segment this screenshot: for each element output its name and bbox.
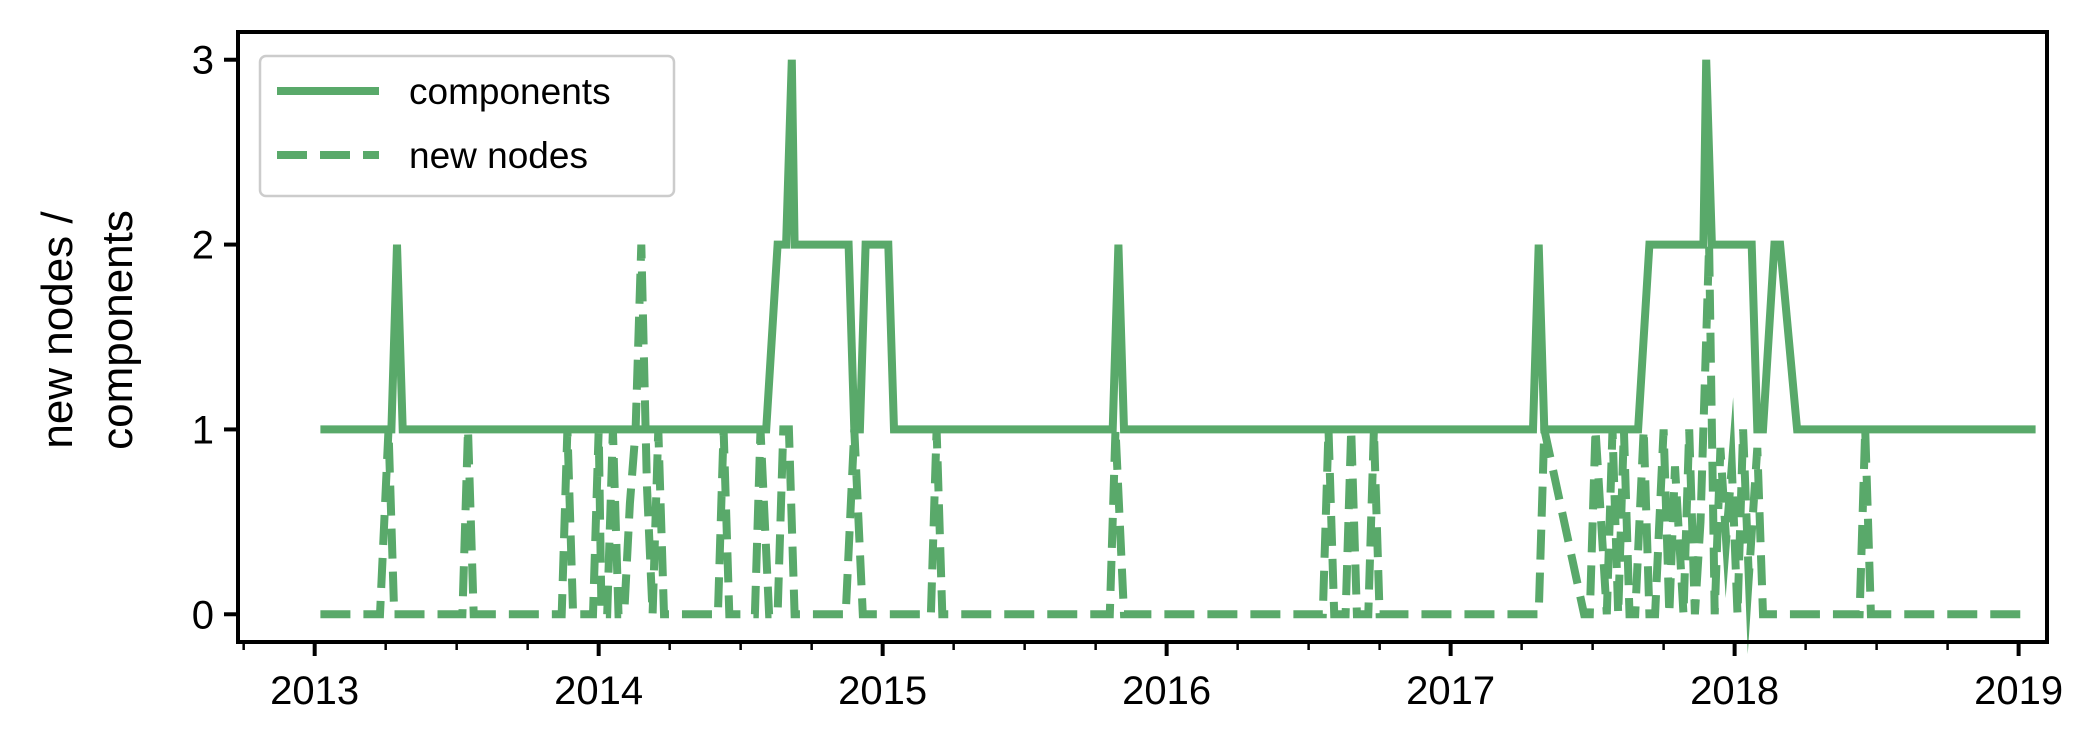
series-line-components bbox=[320, 59, 2036, 434]
plot-area: 2013 2014 2015 2016 2017 2018 2019 0 1 2 3 bbox=[192, 30, 2063, 713]
x-tick-label-2015: 2015 bbox=[838, 669, 927, 713]
series-line-new-nodes bbox=[320, 244, 2028, 655]
legend-label-new-nodes: new nodes bbox=[409, 135, 588, 176]
y-axis-label-line-1: new nodes / bbox=[33, 211, 82, 449]
x-tick-label-2017: 2017 bbox=[1406, 669, 1495, 713]
y-tick-label-1: 1 bbox=[192, 408, 214, 452]
series-layer bbox=[320, 59, 2036, 655]
x-tick-label-2016: 2016 bbox=[1122, 669, 1211, 713]
x-tick-label-2013: 2013 bbox=[270, 669, 359, 713]
tick-layer: 2013 2014 2015 2016 2017 2018 2019 0 1 2 3 bbox=[192, 39, 2063, 713]
axes-frame bbox=[236, 30, 2049, 644]
x-tick-label-2014: 2014 bbox=[554, 669, 643, 713]
y-tick-label-0: 0 bbox=[192, 593, 214, 637]
x-tick-label-2018: 2018 bbox=[1690, 669, 1779, 713]
y-axis-label: new nodes / components bbox=[33, 210, 142, 450]
legend-label-components: components bbox=[409, 71, 611, 112]
legend: components new nodes bbox=[258, 54, 676, 198]
x-tick-label-2019: 2019 bbox=[1974, 669, 2063, 713]
y-tick-label-2: 2 bbox=[192, 224, 214, 268]
y-tick-label-3: 3 bbox=[192, 39, 214, 83]
y-axis-label-line-2: components bbox=[93, 210, 142, 450]
